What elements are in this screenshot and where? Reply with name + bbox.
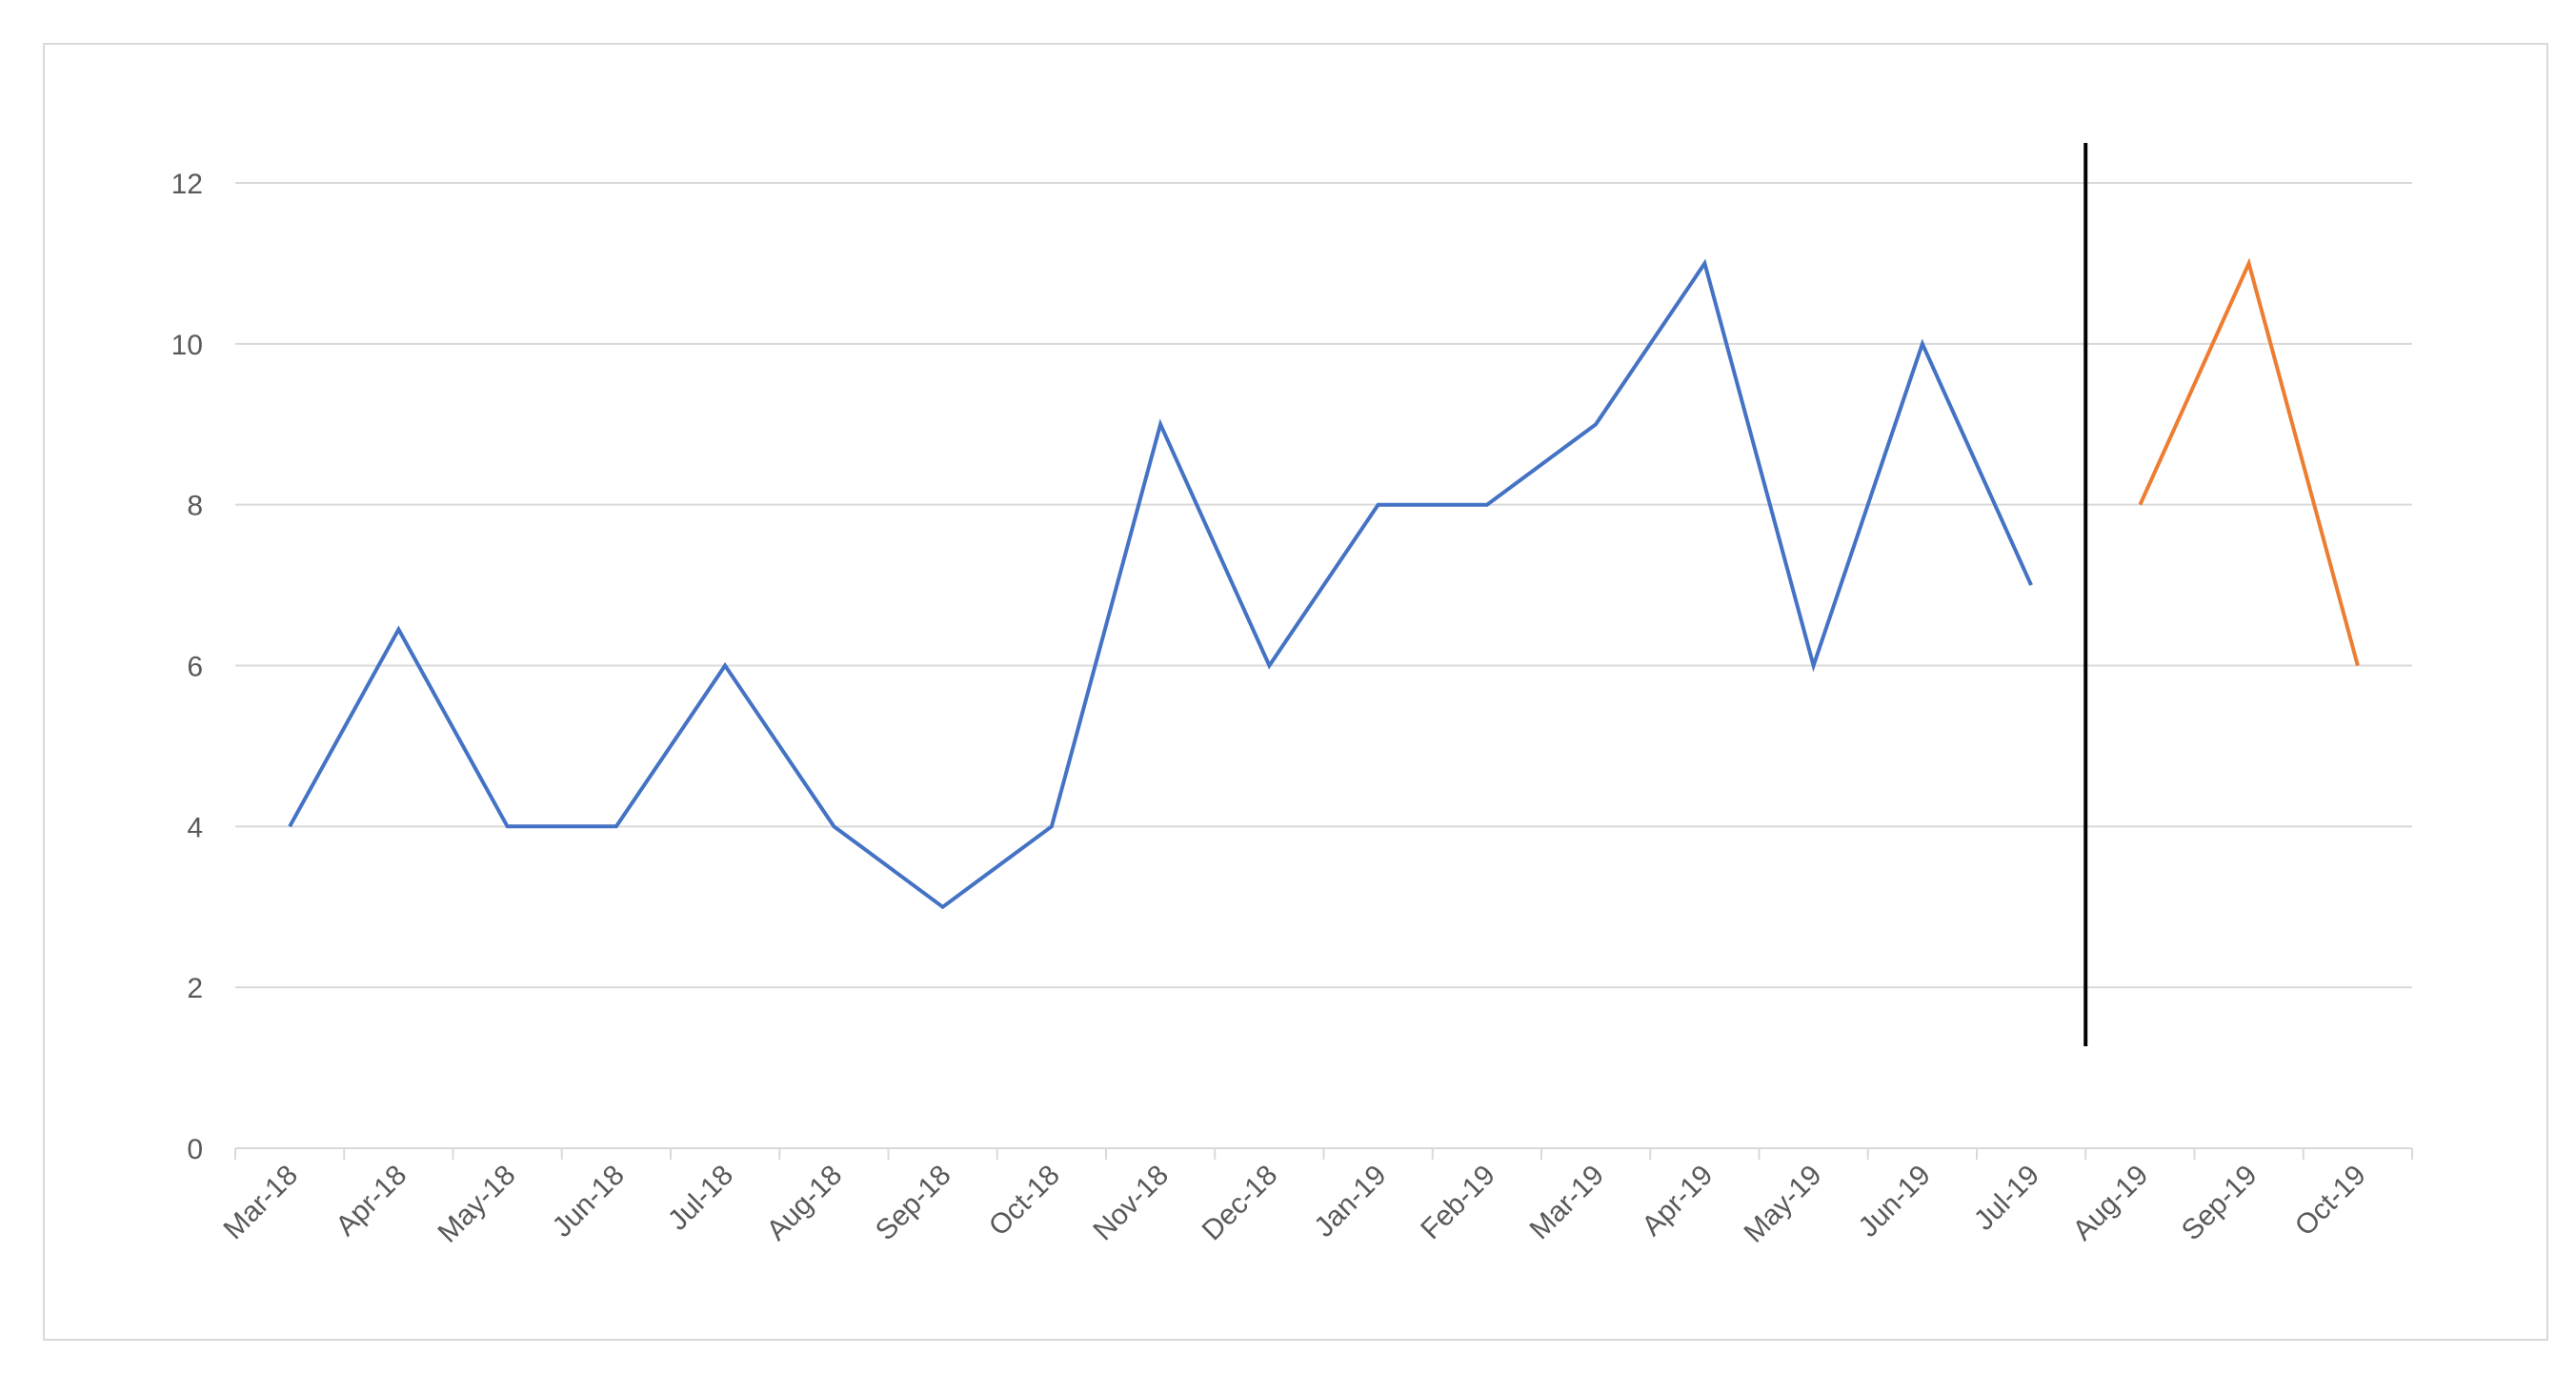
x-tick-label: May-19 [1738, 1160, 1827, 1249]
x-tick-label: Dec-18 [1197, 1160, 1284, 1247]
x-tick-label: May-18 [432, 1160, 521, 1249]
y-tick-label: 6 [187, 652, 203, 683]
y-tick-label: 8 [187, 491, 203, 522]
x-tick-label: Jul-18 [662, 1160, 739, 1237]
y-axis-tick-labels: 0 2 4 6 8 10 12 [171, 169, 203, 1165]
x-tick-label: Jul-19 [1968, 1160, 2045, 1237]
y-tick-label: 12 [171, 169, 203, 200]
x-axis [234, 1147, 2413, 1160]
chart-area-border [43, 43, 2548, 1341]
x-tick-label: Apr-18 [330, 1160, 413, 1243]
x-tick-label: Mar-19 [1524, 1160, 1611, 1246]
series-line-1 [288, 258, 2033, 910]
x-tick-label: Feb-19 [1415, 1160, 1501, 1246]
x-tick-label: Jun-18 [547, 1160, 631, 1244]
x-tick-label: Oct-19 [2289, 1160, 2372, 1243]
x-tick-label: Aug-19 [2067, 1160, 2155, 1247]
x-tick-label: Apr-19 [1636, 1160, 1719, 1243]
x-tick-label: Nov-18 [1087, 1160, 1175, 1247]
x-tick-label: Sep-19 [2176, 1160, 2264, 1247]
x-tick-label: Aug-18 [761, 1160, 849, 1247]
x-tick-label: Mar-18 [218, 1160, 305, 1246]
x-tick-label: Jan-19 [1308, 1160, 1392, 1244]
y-tick-label: 4 [187, 812, 203, 843]
data-series [288, 257, 2360, 910]
y-tick-label: 0 [187, 1134, 203, 1165]
x-tick-label: Jun-19 [1853, 1160, 1937, 1244]
series-line-2 [2138, 257, 2360, 667]
x-tick-label: Oct-18 [983, 1160, 1066, 1243]
x-tick-label: Sep-18 [870, 1160, 957, 1247]
y-tick-label: 10 [171, 330, 203, 361]
y-tick-label: 2 [187, 973, 203, 1004]
x-axis-tick-labels: Mar-18 Apr-18 May-18 Jun-18 Jul-18 Aug-18 Sep-… [218, 1160, 2372, 1249]
